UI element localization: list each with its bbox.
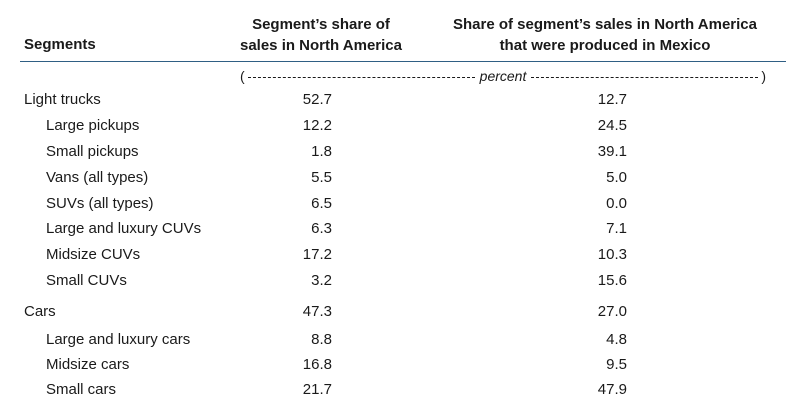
table-row-vans: Vans (all types) 5.5 5.0 bbox=[20, 167, 786, 189]
header-segments: Segments bbox=[24, 34, 96, 55]
table-row-small-cars: Small cars 21.7 47.9 bbox=[20, 379, 786, 401]
unit-dash-left bbox=[247, 76, 475, 78]
segment-share-value: 6.3 bbox=[311, 220, 332, 237]
row-label: Small CUVs bbox=[46, 272, 127, 289]
segment-share-value: 5.5 bbox=[311, 169, 332, 186]
segment-share-value: 21.7 bbox=[302, 381, 332, 398]
header-mexico-share: Share of segment’s sales in North Americ… bbox=[428, 14, 782, 56]
table-row-suvs: SUVs (all types) 6.5 0.0 bbox=[20, 193, 786, 215]
segment-share-value: 1.8 bbox=[311, 143, 332, 160]
segment-share-value: 47.3 bbox=[302, 303, 332, 320]
row-label: Large pickups bbox=[46, 117, 140, 134]
segment-share-value: 16.8 bbox=[302, 356, 332, 373]
segment-share-value: 8.8 bbox=[311, 331, 332, 348]
row-label: Small pickups bbox=[46, 143, 139, 160]
segment-share-value: 3.2 bbox=[311, 272, 332, 289]
table-row-small-pickups: Small pickups 1.8 39.1 bbox=[20, 141, 786, 163]
unit-open-paren: ( bbox=[240, 68, 245, 84]
row-label: Large and luxury CUVs bbox=[46, 220, 202, 237]
mexico-share-value: 27.0 bbox=[597, 303, 627, 320]
mexico-share-value: 39.1 bbox=[597, 143, 627, 160]
header-divider bbox=[20, 61, 786, 62]
mexico-share-value: 9.5 bbox=[606, 356, 627, 373]
row-label: Vans (all types) bbox=[46, 169, 149, 186]
header-mexico-share-line1: Share of segment’s sales in North Americ… bbox=[453, 16, 757, 33]
segment-share-value: 12.2 bbox=[302, 117, 332, 134]
table-row-small-cuvs: Small CUVs 3.2 15.6 bbox=[20, 270, 786, 292]
mexico-share-value: 12.7 bbox=[597, 91, 627, 108]
table-row-large-pickups: Large pickups 12.2 24.5 bbox=[20, 115, 786, 137]
mexico-share-value: 5.0 bbox=[606, 169, 627, 186]
row-label: Light trucks bbox=[24, 91, 101, 108]
table-row-midsize-cars: Midsize cars 16.8 9.5 bbox=[20, 354, 786, 376]
header-segment-share-line1: Segment’s share of bbox=[252, 16, 390, 33]
row-label: Cars bbox=[24, 303, 56, 320]
header-segments-label: Segments bbox=[24, 36, 96, 53]
row-label: Small cars bbox=[46, 381, 117, 398]
header-mexico-share-line2: that were produced in Mexico bbox=[499, 37, 711, 54]
unit-row: ( percent ) bbox=[240, 67, 766, 85]
mexico-share-value: 7.1 bbox=[606, 220, 627, 237]
segment-share-value: 52.7 bbox=[302, 91, 332, 108]
mexico-share-value: 10.3 bbox=[597, 246, 627, 263]
row-label: Midsize cars bbox=[46, 356, 130, 373]
segment-share-value: 6.5 bbox=[311, 195, 332, 212]
mexico-share-value: 4.8 bbox=[606, 331, 627, 348]
unit-label: percent bbox=[479, 68, 527, 84]
unit-close-paren: ) bbox=[761, 68, 767, 84]
mexico-share-value: 0.0 bbox=[606, 195, 627, 212]
row-label: SUVs (all types) bbox=[46, 195, 154, 212]
table-row-large-luxury-cars: Large and luxury cars 8.8 4.8 bbox=[20, 329, 786, 351]
header-segment-share: Segment’s share of sales in North Americ… bbox=[220, 14, 422, 56]
segment-sales-table: Segments Segment’s share of sales in Nor… bbox=[20, 0, 786, 408]
mexico-share-value: 47.9 bbox=[597, 381, 627, 398]
table-row-midsize-cuvs: Midsize CUVs 17.2 10.3 bbox=[20, 244, 786, 266]
table-row-cars: Cars 47.3 27.0 bbox=[20, 301, 786, 323]
header-segment-share-line2: sales in North America bbox=[239, 37, 402, 54]
table-row-large-luxury-cuvs: Large and luxury CUVs 6.3 7.1 bbox=[20, 218, 786, 240]
mexico-share-value: 15.6 bbox=[597, 272, 627, 289]
row-label: Midsize CUVs bbox=[46, 246, 141, 263]
row-label: Large and luxury cars bbox=[46, 331, 191, 348]
table-row-light-trucks: Light trucks 52.7 12.7 bbox=[20, 89, 786, 111]
segment-share-value: 17.2 bbox=[302, 246, 332, 263]
mexico-share-value: 24.5 bbox=[597, 117, 627, 134]
unit-dash-right bbox=[531, 76, 759, 78]
